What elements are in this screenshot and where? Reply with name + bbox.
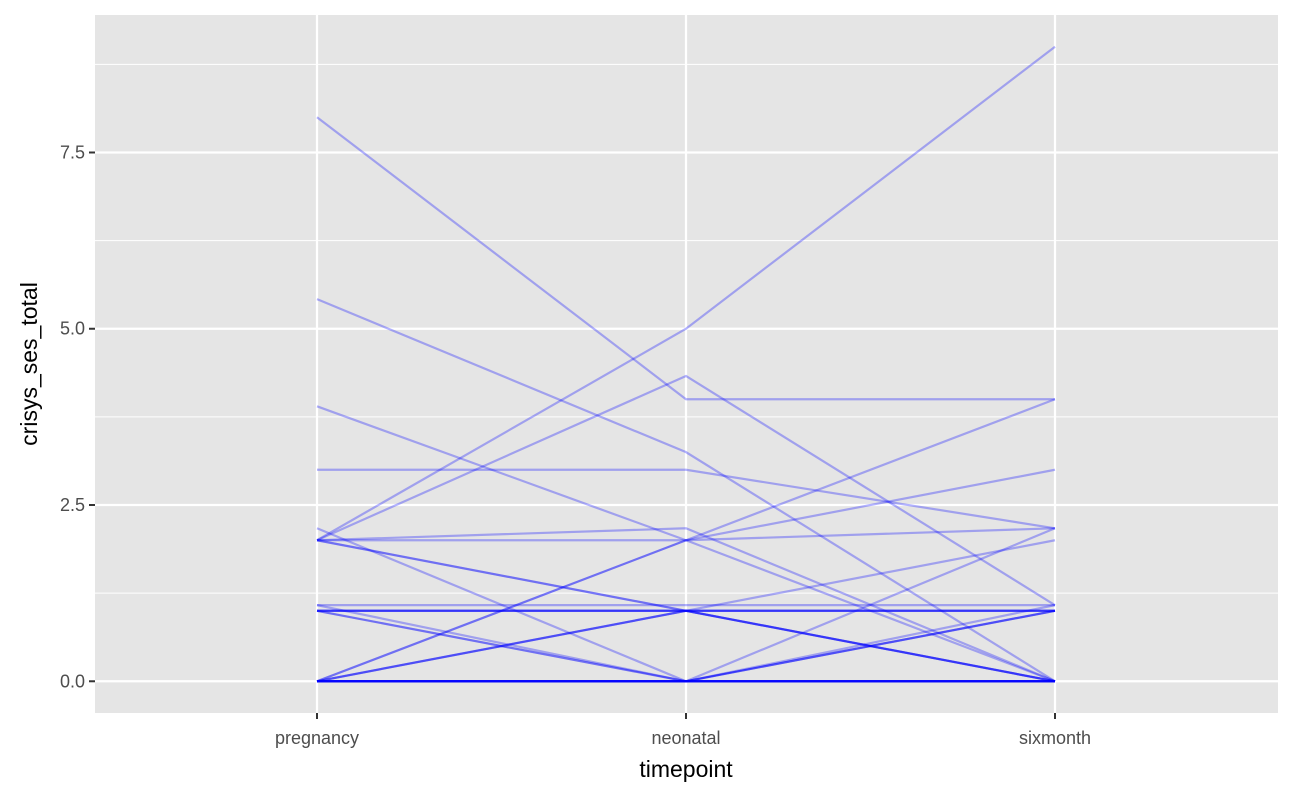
series-line	[316, 45, 1056, 542]
y-tick-label: 2.5	[60, 495, 85, 515]
series-line	[316, 609, 1056, 683]
series-line	[316, 609, 1055, 683]
series-line	[316, 527, 1056, 683]
series-line	[316, 405, 1056, 683]
series-line	[316, 298, 1056, 683]
series-line	[316, 604, 1055, 683]
y-axis-title: crisys_ses_total	[16, 282, 42, 446]
grid-lines	[95, 15, 1278, 713]
series-line	[317, 398, 1056, 542]
series-line	[316, 609, 1056, 683]
x-axis-title: timepoint	[639, 756, 733, 782]
series-line	[317, 609, 1056, 683]
series-line	[316, 539, 1055, 612]
series-line	[317, 609, 1056, 683]
y-tick-label: 7.5	[60, 142, 85, 162]
series-lines	[316, 45, 1056, 683]
x-tick-label: neonatal	[651, 728, 720, 748]
series-line	[317, 468, 1056, 530]
series-line	[316, 374, 1056, 607]
x-tick-label: sixmonth	[1019, 728, 1091, 748]
series-line	[316, 527, 1055, 683]
series-line	[316, 116, 1055, 401]
series-line	[316, 539, 1056, 683]
series-line	[317, 604, 1056, 683]
series-line	[316, 539, 1056, 683]
series-line	[316, 468, 1056, 683]
series-line	[317, 609, 1056, 683]
series-line	[316, 609, 1056, 683]
y-tick-label: 5.0	[60, 319, 85, 339]
series-line	[316, 527, 1056, 683]
x-tick-label: pregnancy	[275, 728, 359, 748]
y-tick-label: 0.0	[60, 671, 85, 691]
axes: 0.0 2.5 5.0 7.5 pregnancy neonatal sixmonth	[60, 142, 1091, 748]
series-line	[317, 527, 1056, 683]
